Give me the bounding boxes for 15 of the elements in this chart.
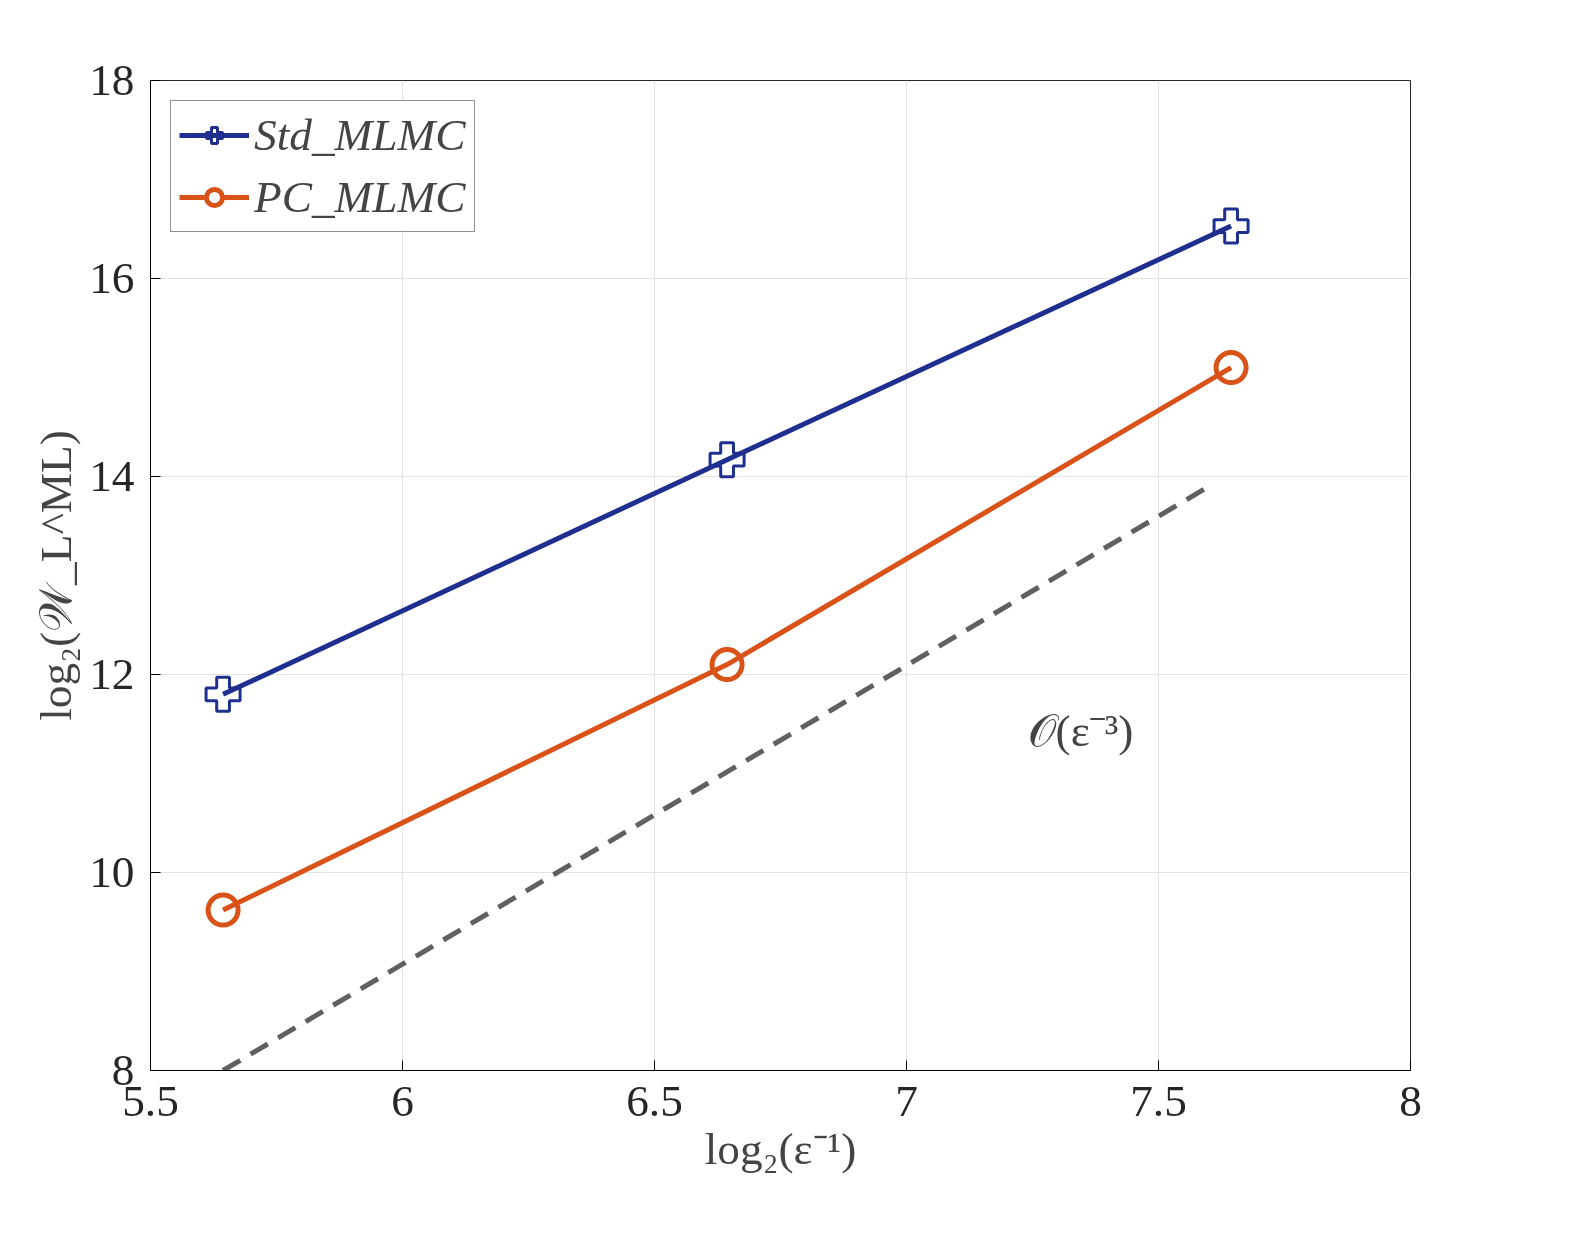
x-tick-label: 7.5	[1130, 1075, 1187, 1126]
legend-label: Std_MLMC	[254, 109, 466, 161]
y-tick-label: 14	[89, 451, 135, 501]
y-tick-label: 18	[89, 55, 135, 105]
x-axis-title: log₂(ε⁻¹)	[704, 1123, 857, 1174]
annotation: 𝒪(ε⁻³)	[1027, 705, 1134, 756]
x-tick-label: 8	[1399, 1075, 1422, 1126]
y-tick-label: 12	[89, 649, 135, 699]
x-tick-label: 7	[895, 1075, 918, 1126]
y-tick-label: 10	[89, 847, 135, 897]
x-tick-label: 6.5	[626, 1075, 683, 1126]
legend-label: PC_MLMC	[254, 171, 466, 223]
x-tick-label: 6	[391, 1075, 414, 1126]
y-axis-title: log₂(𝒲_L^ML)	[31, 430, 82, 721]
y-tick-label: 16	[89, 253, 135, 303]
